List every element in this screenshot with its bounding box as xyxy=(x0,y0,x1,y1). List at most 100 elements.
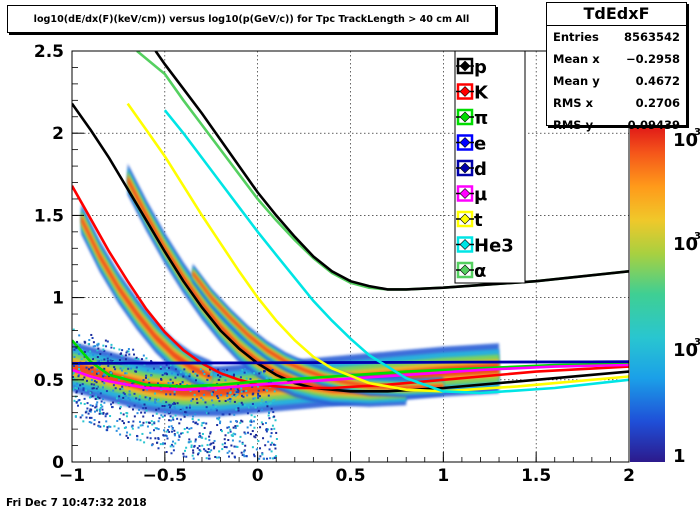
scatter-pixel xyxy=(163,405,166,408)
scatter-pixel xyxy=(226,451,229,454)
scatter-pixel xyxy=(124,395,127,398)
scatter-pixel xyxy=(106,429,109,432)
scatter-pixel xyxy=(160,414,163,417)
curve-p xyxy=(72,102,629,393)
scatter-pixel xyxy=(127,396,130,399)
scatter-pixel xyxy=(115,397,118,400)
scatter-pixel xyxy=(97,360,100,363)
scatter-pixel xyxy=(228,450,231,453)
stat-label: RMS x xyxy=(553,96,594,110)
scatter-pixel xyxy=(75,401,78,404)
scatter-pixel xyxy=(106,357,109,360)
scatter-pixel xyxy=(128,393,131,396)
scatter-pixel xyxy=(240,451,243,454)
scatter-pixel xyxy=(210,408,213,411)
scatter-pixel xyxy=(96,349,99,352)
scatter-pixel xyxy=(214,405,217,408)
scatter-pixel xyxy=(242,390,245,393)
scatter-pixel xyxy=(82,387,85,390)
scatter-pixel xyxy=(241,441,244,444)
scatter-pixel xyxy=(167,366,170,369)
stat-label: Entries xyxy=(553,30,599,44)
scatter-pixel xyxy=(144,396,147,399)
scatter-pixel xyxy=(188,427,191,430)
scatter-pixel xyxy=(198,432,201,435)
y-tick-label: 0.5 xyxy=(34,371,64,391)
scatter-pixel xyxy=(90,421,93,424)
scatter-pixel xyxy=(127,421,130,424)
scatter-pixel xyxy=(75,390,78,393)
scatter-pixel xyxy=(205,422,208,425)
scatter-pixel xyxy=(243,371,246,374)
scatter-pixel xyxy=(101,375,104,378)
scatter-pixel xyxy=(207,457,210,460)
scatter-pixel xyxy=(212,391,215,394)
scatter-pixel xyxy=(101,386,104,389)
stats-title: TdEdxF xyxy=(547,3,686,26)
scatter-pixel xyxy=(99,406,102,409)
stat-value: 0.4672 xyxy=(635,74,680,88)
scatter-pixel xyxy=(150,374,153,377)
scatter-pixel xyxy=(90,408,93,411)
scatter-pixel xyxy=(110,343,113,346)
scatter-pixel xyxy=(226,368,229,371)
scatter-pixel xyxy=(136,438,139,441)
scatter-pixel xyxy=(268,417,271,420)
scatter-pixel xyxy=(224,434,227,437)
scatter-pixel xyxy=(85,389,88,392)
scatter-pixel xyxy=(76,382,79,385)
palette-label: 1 xyxy=(673,446,686,467)
scatter-pixel xyxy=(142,421,145,424)
scatter-pixel xyxy=(198,435,201,438)
scatter-pixel xyxy=(262,388,265,391)
scatter-pixel xyxy=(146,388,149,391)
scatter-pixel xyxy=(218,416,221,419)
scatter-pixel xyxy=(127,364,130,367)
scatter-pixel xyxy=(209,432,212,435)
x-tick-label: 2 xyxy=(623,466,635,486)
scatter-pixel xyxy=(274,447,277,450)
scatter-pixel xyxy=(97,425,100,428)
scatter-pixel xyxy=(246,394,249,397)
scatter-pixel xyxy=(157,447,160,450)
scatter-pixel xyxy=(148,398,151,401)
scatter-pixel xyxy=(188,406,191,409)
scatter-pixel xyxy=(114,387,117,390)
scatter-pixel xyxy=(268,411,271,414)
scatter-pixel xyxy=(139,439,142,442)
scatter-pixel xyxy=(98,412,101,415)
scatter-pixel xyxy=(126,350,129,353)
scatter-pixel xyxy=(266,389,269,392)
scatter-pixel xyxy=(82,420,85,423)
scatter-pixel xyxy=(262,437,265,440)
scatter-pixel xyxy=(269,435,272,438)
scatter-pixel xyxy=(232,426,235,429)
scatter-pixel xyxy=(130,425,133,428)
scatter-pixel xyxy=(165,401,168,404)
scatter-pixel xyxy=(104,415,107,418)
scatter-pixel xyxy=(78,398,81,401)
stat-label: Mean x xyxy=(553,52,600,66)
scatter-pixel xyxy=(251,446,254,449)
scatter-pixel xyxy=(96,397,99,400)
scatter-pixel xyxy=(77,353,80,356)
scatter-pixel xyxy=(238,402,241,405)
scatter-pixel xyxy=(98,410,101,413)
scatter-pixel xyxy=(74,415,77,418)
scatter-pixel xyxy=(118,395,121,398)
scatter-pixel xyxy=(164,434,167,437)
stat-row-mean-y: Mean y 0.4672 xyxy=(547,70,686,92)
scatter-pixel xyxy=(89,396,92,399)
scatter-pixel xyxy=(221,443,224,446)
scatter-pixel xyxy=(79,402,82,405)
scatter-pixel xyxy=(125,372,128,375)
scatter-pixel xyxy=(92,353,95,356)
curve-μ xyxy=(72,363,629,392)
scatter-pixel xyxy=(98,408,101,411)
scatter-pixel xyxy=(110,353,113,356)
scatter-pixel xyxy=(114,368,117,371)
scatter-pixel xyxy=(169,445,172,448)
scatter-pixel xyxy=(243,403,246,406)
scatter-pixel xyxy=(224,399,227,402)
scatter-pixel xyxy=(185,406,188,409)
